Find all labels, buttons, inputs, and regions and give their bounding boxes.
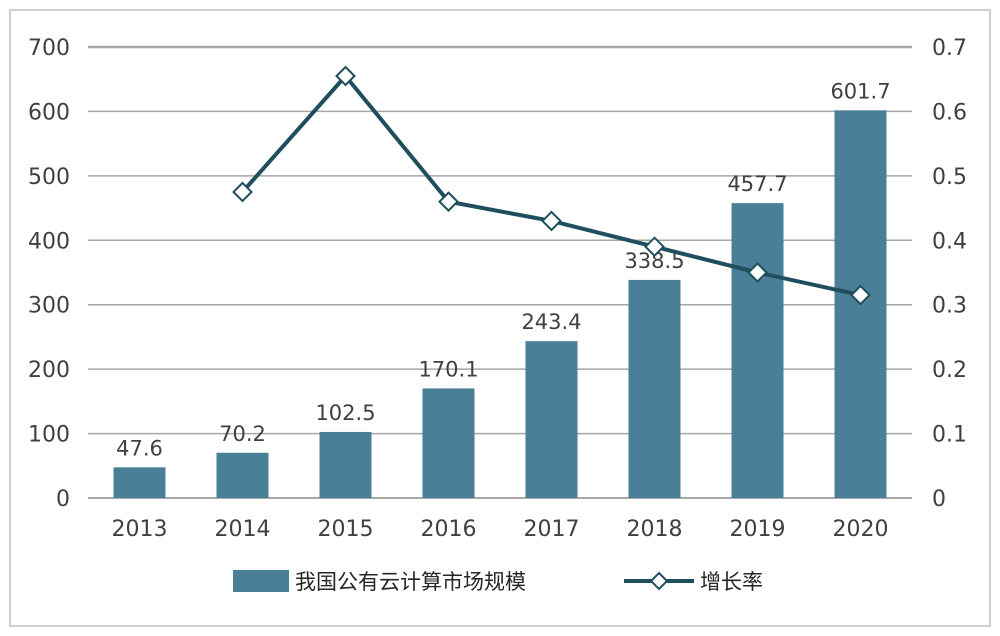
line-marker xyxy=(438,191,459,213)
y-right-tick-label: 0.4 xyxy=(932,229,967,254)
line-series xyxy=(232,65,871,306)
gridlines xyxy=(88,45,912,499)
legend-bar-swatch xyxy=(233,570,289,592)
bar xyxy=(319,431,372,498)
line-marker xyxy=(232,181,253,203)
bar xyxy=(525,341,578,498)
x-tick-label: 2013 xyxy=(112,517,168,542)
bar-data-label: 601.7 xyxy=(830,79,890,103)
x-axis: 2013 2014 2015 2016 2017 2018 2019 2020 xyxy=(112,517,889,542)
line-marker xyxy=(747,262,768,283)
line-marker xyxy=(335,65,356,87)
y-left-tick-label: 0 xyxy=(56,487,70,512)
x-tick-label: 2015 xyxy=(318,517,374,542)
bar-data-label: 47.6 xyxy=(116,436,163,460)
y-left-tick-label: 500 xyxy=(28,165,70,190)
y-right-tick-label: 0.2 xyxy=(932,358,967,383)
bar xyxy=(731,203,784,499)
line-marker xyxy=(850,284,871,306)
y-right-tick-label: 0.5 xyxy=(932,165,967,190)
y-right-tick-label: 0.7 xyxy=(932,36,967,61)
bar xyxy=(628,279,681,498)
y-left-tick-label: 600 xyxy=(28,100,70,125)
y-right-tick-label: 0.3 xyxy=(932,294,967,319)
y-left-tick-label: 100 xyxy=(28,423,70,448)
legend: 我国公有云计算市场规模 增长率 xyxy=(233,570,763,594)
x-tick-label: 2019 xyxy=(730,517,786,542)
x-tick-label: 2018 xyxy=(627,517,683,542)
bar-data-label: 102.5 xyxy=(315,401,375,425)
legend-bar-label: 我国公有云计算市场规模 xyxy=(295,570,526,594)
line-marker xyxy=(541,210,562,232)
legend-line-label: 增长率 xyxy=(700,570,763,594)
bar-data-label: 170.1 xyxy=(418,357,478,381)
bar xyxy=(216,452,269,498)
y-left-tick-label: 400 xyxy=(28,229,70,254)
legend-line-marker xyxy=(649,571,669,591)
y-left-tick-label: 700 xyxy=(28,36,70,61)
bar-data-label: 243.4 xyxy=(521,310,581,334)
bar xyxy=(422,388,475,498)
y-left-tick-label: 200 xyxy=(28,358,70,383)
x-tick-label: 2017 xyxy=(524,517,580,542)
x-tick-label: 2020 xyxy=(833,517,889,542)
bar-data-label: 70.2 xyxy=(219,422,266,446)
y-axis-left: 0 100 200 300 400 500 600 700 xyxy=(28,36,70,512)
x-tick-label: 2014 xyxy=(215,517,271,542)
y-right-tick-label: 0.6 xyxy=(932,100,967,125)
bar-series xyxy=(113,110,887,499)
bar xyxy=(113,467,166,498)
y-left-tick-label: 300 xyxy=(28,294,70,319)
y-right-tick-label: 0.1 xyxy=(932,423,967,448)
x-tick-label: 2016 xyxy=(421,517,477,542)
chart-frame xyxy=(9,9,991,627)
y-right-tick-label: 0 xyxy=(932,487,946,512)
line-marker xyxy=(644,236,665,258)
bar-data-label: 457.7 xyxy=(727,172,787,196)
y-axis-right: 0 0.1 0.2 0.3 0.4 0.5 0.6 0.7 xyxy=(932,36,967,512)
